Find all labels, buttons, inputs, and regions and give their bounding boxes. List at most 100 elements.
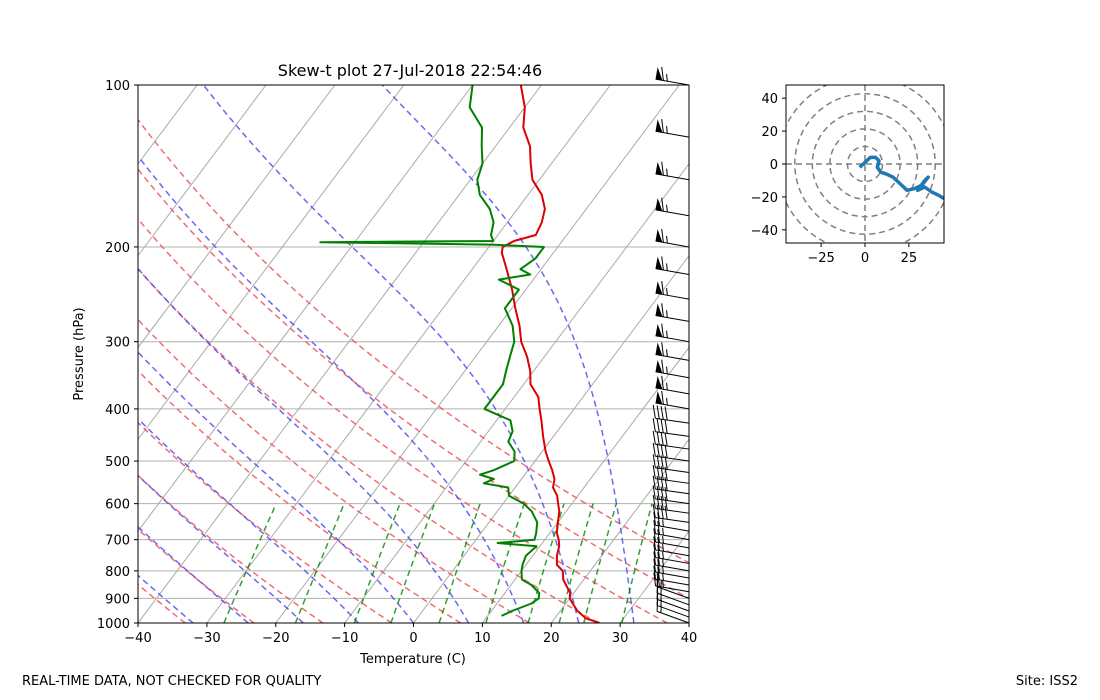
- wind-barb: [655, 375, 690, 395]
- barb-half: [666, 366, 668, 374]
- barb-staff: [655, 455, 690, 462]
- barb-staff: [655, 467, 690, 473]
- barb-feather: [656, 476, 660, 490]
- barb-staff: [655, 498, 690, 505]
- barb-feather: [652, 465, 656, 479]
- barb-half: [666, 235, 668, 244]
- barb-feather: [652, 430, 656, 445]
- barb-feather: [653, 528, 657, 543]
- barb-half: [662, 519, 664, 527]
- barb-staff: [655, 478, 690, 484]
- barb-feather: [652, 494, 656, 509]
- barb-feather: [652, 404, 656, 419]
- y-tick-label: 1000: [97, 617, 130, 632]
- wind-barb: [653, 558, 690, 579]
- barb-feather: [661, 375, 664, 390]
- moist-adiabat: [138, 574, 194, 623]
- barb-half: [662, 559, 664, 567]
- wind-barb: [652, 404, 690, 424]
- x-tick-label: −20: [262, 631, 289, 646]
- barb-staff: [656, 604, 690, 618]
- barb-feather: [661, 256, 664, 271]
- barb-half: [662, 551, 664, 559]
- isotherm: [619, 530, 689, 623]
- barb-feather: [661, 161, 664, 176]
- barb-feather: [660, 405, 664, 420]
- y-tick-label: 200: [105, 241, 130, 256]
- mixing-ratio-line: [485, 503, 525, 623]
- wind-barb: [653, 543, 690, 564]
- y-tick-label: 400: [105, 403, 130, 418]
- barb-staff: [655, 431, 690, 437]
- hodo-y-tick-label: −20: [751, 191, 778, 206]
- wind-barb: [652, 430, 690, 450]
- barb-feather: [652, 454, 656, 468]
- site-label: Site: ISS2: [1015, 674, 1078, 689]
- barb-staff: [655, 443, 690, 450]
- barb-half: [666, 330, 668, 338]
- barb-half: [666, 126, 668, 134]
- isotherm: [138, 85, 267, 257]
- moist-adiabat: [381, 85, 635, 623]
- dry-adiabat: [138, 583, 186, 623]
- y-tick-label: 100: [105, 79, 130, 94]
- barb-feather: [656, 443, 660, 457]
- moist-adiabat: [138, 474, 304, 623]
- barb-feather: [657, 520, 660, 535]
- isotherm: [0, 85, 59, 623]
- mixing-ratio-line: [438, 503, 481, 623]
- moist-adiabat: [138, 267, 470, 623]
- barb-staff: [655, 314, 690, 322]
- barb-flag: [655, 162, 663, 176]
- x-tick-label: 20: [543, 631, 560, 646]
- x-tick-label: −30: [193, 631, 220, 646]
- moist-adiabat: [138, 417, 359, 623]
- barb-feather: [656, 485, 660, 500]
- barb-feather: [656, 431, 660, 445]
- barb-half: [666, 168, 668, 176]
- dry-adiabat: [138, 421, 393, 623]
- wind-barb: [653, 536, 690, 557]
- chart-title: Skew-t plot 27-Jul-2018 22:54:46: [278, 61, 542, 80]
- barb-feather: [656, 405, 660, 419]
- wind-barb: [655, 303, 690, 322]
- barb-feather: [652, 442, 656, 457]
- wind-barb: [655, 197, 690, 217]
- barb-staff: [656, 598, 690, 612]
- wind-barb: [653, 551, 690, 572]
- isotherm: [413, 254, 689, 623]
- barb-staff: [655, 292, 690, 300]
- wind-barb: [652, 494, 690, 514]
- wind-barb: [652, 485, 690, 505]
- barb-staff: [656, 592, 690, 606]
- barb-flag: [655, 281, 663, 295]
- wind-barb: [655, 161, 690, 181]
- wind-barb: [652, 504, 690, 523]
- barb-staff: [655, 488, 690, 495]
- skew-t-grid: [0, 85, 689, 623]
- barb-staff: [655, 564, 690, 572]
- x-axis-label: Temperature (C): [359, 652, 466, 667]
- wind-barb: [653, 572, 690, 593]
- wind-barb: [655, 228, 690, 248]
- wind-barb: [653, 528, 690, 549]
- isotherm: [550, 438, 689, 623]
- barb-feather: [652, 475, 656, 490]
- barb-feather: [656, 495, 660, 510]
- barb-staff: [655, 353, 690, 361]
- y-axis-label: Pressure (hPa): [72, 307, 87, 400]
- barb-flag: [655, 323, 663, 338]
- y-tick-label: 600: [105, 498, 130, 513]
- barb-feather: [652, 485, 656, 499]
- barb-feather: [657, 512, 660, 527]
- isotherm: [138, 85, 542, 623]
- barb-feather: [657, 559, 660, 573]
- wind-barb: [652, 418, 690, 437]
- barb-feather: [661, 228, 664, 243]
- barb-feather: [661, 359, 664, 374]
- x-tick-label: −40: [124, 631, 151, 646]
- barb-feather: [660, 431, 664, 446]
- isotherm: [688, 622, 689, 623]
- isotherm: [481, 346, 689, 623]
- barb-staff: [655, 402, 690, 410]
